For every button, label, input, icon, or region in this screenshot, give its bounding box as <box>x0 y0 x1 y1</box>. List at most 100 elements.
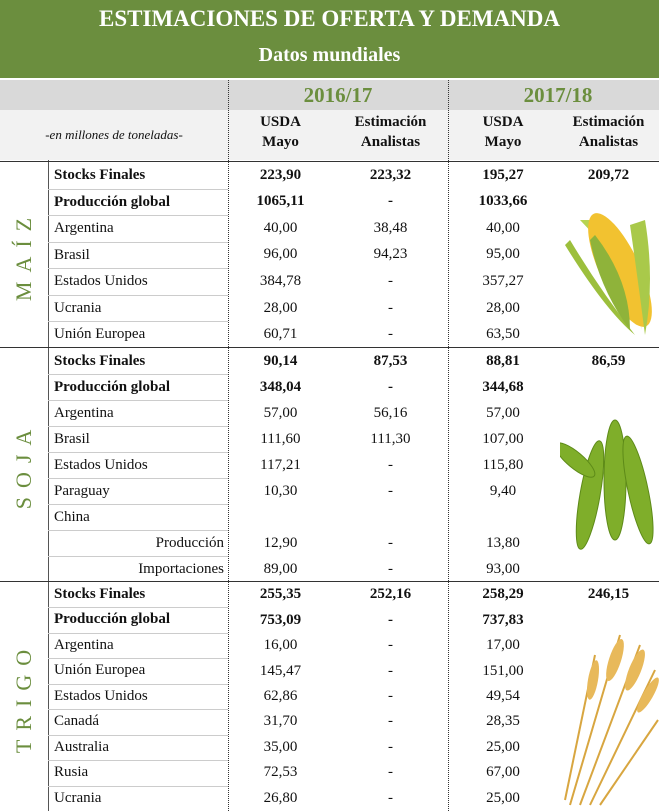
wheat-image <box>560 620 659 810</box>
cell-value: 384,78 <box>228 268 333 295</box>
cell-value: 111,60 <box>228 426 333 452</box>
cell-value: 49,54 <box>448 684 558 709</box>
cell-value: 13,80 <box>448 530 558 556</box>
column-header-line: Estimación <box>333 112 448 132</box>
cell-value: 252,16 <box>333 582 448 607</box>
row-label: Estados Unidos <box>54 268 228 295</box>
row-label: Unión Europea <box>54 321 228 348</box>
cell-value: 67,00 <box>448 760 558 785</box>
column-header-line: Analistas <box>333 132 448 152</box>
cell-value: 86,59 <box>558 348 659 374</box>
cell-value: 25,00 <box>448 735 558 760</box>
row-label: Unión Europea <box>54 658 228 683</box>
cell-value: - <box>333 709 448 734</box>
cell-value: 12,90 <box>228 530 333 556</box>
cell-value: 26,80 <box>228 786 333 811</box>
cell-value: - <box>333 658 448 683</box>
cell-value: - <box>333 607 448 632</box>
row-label: Paraguay <box>54 478 228 504</box>
section-name: MAÍZ <box>9 165 39 345</box>
cell-value: - <box>333 556 448 582</box>
cell-value: 25,00 <box>448 786 558 811</box>
cell-value: 57,00 <box>228 400 333 426</box>
column-header: EstimaciónAnalistas <box>558 112 659 160</box>
column-header-line: Mayo <box>448 132 558 152</box>
cell-value: 344,68 <box>448 374 558 400</box>
cell-value: 90,14 <box>228 348 333 374</box>
cell-value: - <box>333 268 448 295</box>
row-label: Ucrania <box>54 295 228 322</box>
row-label: Estados Unidos <box>54 452 228 478</box>
row-label: Stocks Finales <box>54 162 228 189</box>
cell-value: 60,71 <box>228 321 333 348</box>
row-label: Argentina <box>54 400 228 426</box>
section-name: TRIGO <box>9 607 39 787</box>
cell-value: 115,80 <box>448 452 558 478</box>
cell-value: 1033,66 <box>448 189 558 216</box>
year-label: 2016/17 <box>228 80 448 110</box>
cell-value: 10,30 <box>228 478 333 504</box>
cell-value: 151,00 <box>448 658 558 683</box>
cell-value: 28,00 <box>448 295 558 322</box>
year-label: 2017/18 <box>448 80 659 110</box>
cell-value: 9,40 <box>448 478 558 504</box>
cell-value: - <box>333 374 448 400</box>
divider <box>48 160 49 811</box>
cell-value: 95,00 <box>448 242 558 269</box>
cell-value: 96,00 <box>228 242 333 269</box>
cell-value: 88,81 <box>448 348 558 374</box>
cell-value: - <box>333 684 448 709</box>
row-label: Importaciones <box>48 556 224 582</box>
cell-value: 17,00 <box>448 633 558 658</box>
row-label: Producción global <box>54 607 228 632</box>
cell-value: 28,00 <box>228 295 333 322</box>
column-header-line: USDA <box>448 112 558 132</box>
row-label: Argentina <box>54 633 228 658</box>
cell-value: - <box>333 295 448 322</box>
cell-value: 31,70 <box>228 709 333 734</box>
title: ESTIMACIONES DE OFERTA Y DEMANDA <box>0 6 659 32</box>
page: ESTIMACIONES DE OFERTA Y DEMANDA Datos m… <box>0 0 659 811</box>
row-label: Stocks Finales <box>54 582 228 607</box>
cell-value: 94,23 <box>333 242 448 269</box>
cell-value: 1065,11 <box>228 189 333 216</box>
cell-value: 348,04 <box>228 374 333 400</box>
cell-value: 62,86 <box>228 684 333 709</box>
cell-value: 357,27 <box>448 268 558 295</box>
cell-value: 195,27 <box>448 162 558 189</box>
cell-value: 89,00 <box>228 556 333 582</box>
cell-value: 753,09 <box>228 607 333 632</box>
cell-value: 145,47 <box>228 658 333 683</box>
cell-value: - <box>333 189 448 216</box>
section-name: SOJA <box>9 375 39 555</box>
column-header-line: USDA <box>228 112 333 132</box>
cell-value: 258,29 <box>448 582 558 607</box>
cell-value: 209,72 <box>558 162 659 189</box>
row-label: Producción global <box>54 374 228 400</box>
cell-value: - <box>333 735 448 760</box>
subtitle: Datos mundiales <box>0 44 659 67</box>
cell-value: - <box>333 452 448 478</box>
soy-image <box>560 400 659 565</box>
cell-value: 72,53 <box>228 760 333 785</box>
cell-value: - <box>333 530 448 556</box>
row-label: Estados Unidos <box>54 684 228 709</box>
row-label: Rusia <box>54 760 228 785</box>
column-header: USDAMayo <box>448 112 558 160</box>
cell-value: 93,00 <box>448 556 558 582</box>
cell-value: 40,00 <box>448 215 558 242</box>
row-label: Argentina <box>54 215 228 242</box>
cell-value: 111,30 <box>333 426 448 452</box>
row-label: Stocks Finales <box>54 348 228 374</box>
cell-value: - <box>333 786 448 811</box>
row-label: Australia <box>54 735 228 760</box>
corn-image <box>560 200 659 340</box>
cell-value: 38,48 <box>333 215 448 242</box>
row-label: Brasil <box>54 426 228 452</box>
cell-value: 117,21 <box>228 452 333 478</box>
cell-value: 28,35 <box>448 709 558 734</box>
row-label: Producción <box>48 530 224 556</box>
cell-value: 255,35 <box>228 582 333 607</box>
row-label: Ucrania <box>54 786 228 811</box>
